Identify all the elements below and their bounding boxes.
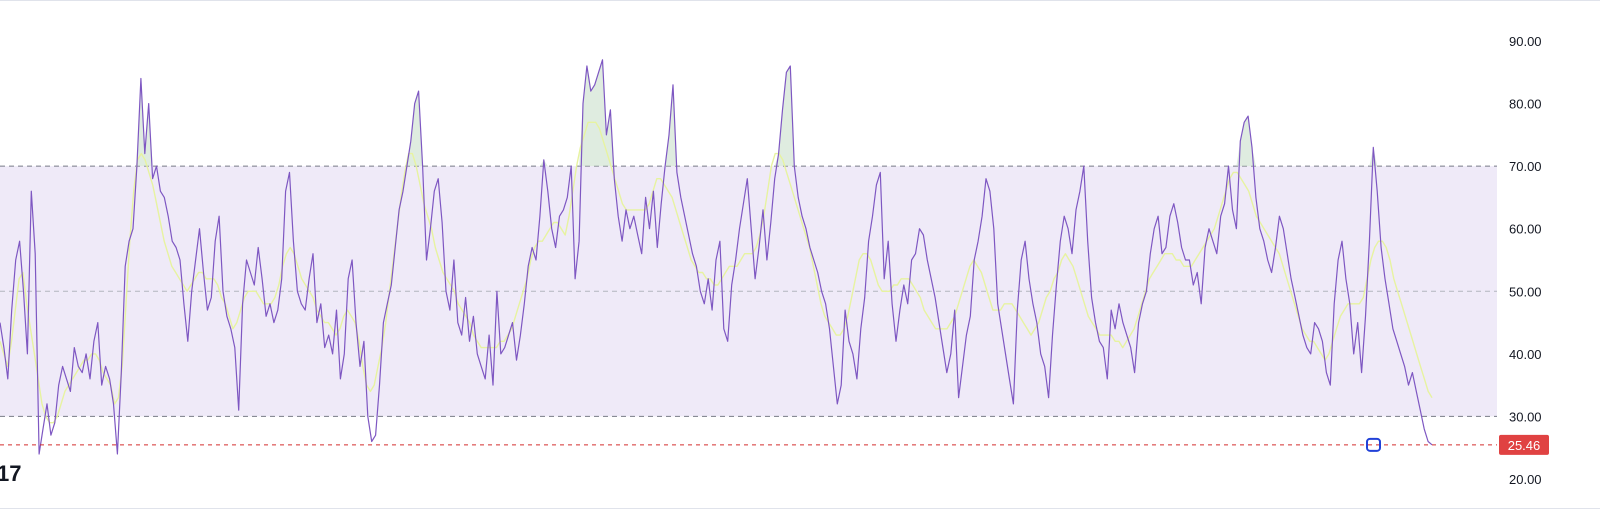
y-tick-label: 20.00	[1509, 472, 1542, 487]
current-value-tag: 25.46	[1499, 434, 1549, 455]
y-tick-label: 60.00	[1509, 222, 1542, 237]
y-tick-label: 70.00	[1509, 159, 1542, 174]
overbought-region	[406, 91, 423, 167]
overbought-region	[579, 59, 615, 167]
overbought-region	[774, 66, 795, 167]
y-axis[interactable]: 90.00 80.00 70.00 60.00 50.00 40.00 30.00 20.00	[1509, 34, 1542, 487]
y-tick-label: 80.00	[1509, 97, 1542, 112]
current-value-tag-bg	[1499, 434, 1549, 455]
chart-frame-top	[0, 0, 1600, 1]
series-layer	[0, 59, 1433, 455]
moving-average-line	[0, 121, 1433, 424]
y-tick-label: 40.00	[1509, 347, 1542, 362]
alert-marker-icon[interactable]	[1366, 437, 1381, 452]
y-tick-label: 30.00	[1509, 409, 1542, 424]
overbought-region	[1236, 116, 1256, 167]
rsi-line	[0, 59, 1433, 455]
rsi-band	[0, 165, 1497, 417]
current-value-label: 25.46	[1508, 438, 1541, 453]
y-tick-label: 90.00	[1509, 34, 1542, 49]
y-tick-label: 50.00	[1509, 284, 1542, 299]
overbought-fill	[136, 59, 1378, 167]
tradingview-logo-icon: 17	[0, 461, 21, 486]
overbought-region	[136, 78, 153, 167]
